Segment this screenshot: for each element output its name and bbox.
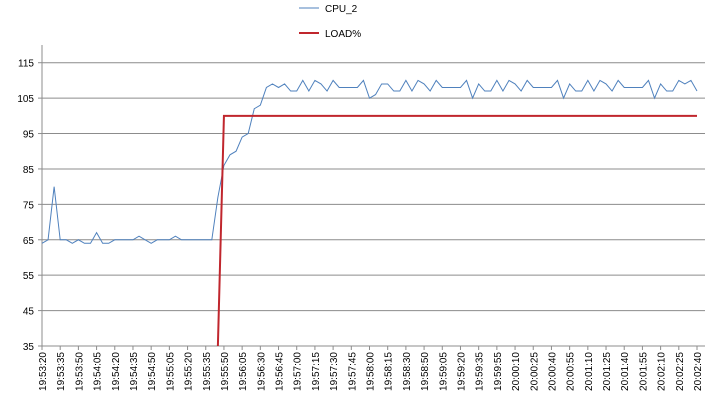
y-tick-label: 105 <box>17 94 34 105</box>
x-tick-label: 19:58:30 <box>402 352 413 391</box>
x-tick-label: 19:55:20 <box>184 352 195 391</box>
x-tick-label: 19:58:00 <box>366 352 377 391</box>
series-line <box>41 79 698 244</box>
x-tick-label: 19:55:05 <box>165 352 176 391</box>
x-tick-label: 20:02:40 <box>693 352 704 391</box>
x-tick-label: 20:00:25 <box>529 352 540 391</box>
x-tick-label: 19:53:20 <box>38 352 49 391</box>
x-tick-label: 19:59:20 <box>456 352 467 391</box>
x-tick-label: 19:55:35 <box>202 352 213 391</box>
y-tick-label: 35 <box>23 342 35 353</box>
x-tick-label: 19:56:30 <box>256 352 267 391</box>
y-tick-label: 115 <box>18 59 34 70</box>
x-tick-label: 20:01:55 <box>638 352 649 391</box>
x-tick-label: 19:54:35 <box>129 352 140 391</box>
x-tick-label: 19:57:00 <box>293 352 304 391</box>
x-tick-label: 19:57:45 <box>347 352 358 391</box>
x-tick-label: 20:02:10 <box>657 352 668 391</box>
x-tick-label: 19:59:55 <box>493 352 504 391</box>
legend-label: LOAD% <box>325 29 361 40</box>
y-tick-label: 65 <box>23 236 35 247</box>
x-tick-label: 19:56:05 <box>238 352 249 391</box>
x-tick-label: 19:58:15 <box>384 352 395 391</box>
legend-label: CPU_2 <box>325 4 358 15</box>
x-tick-label: 19:53:35 <box>56 352 67 391</box>
x-tick-label: 19:58:50 <box>420 352 431 391</box>
x-tick-label: 19:57:30 <box>329 352 340 391</box>
x-tick-label: 20:02:25 <box>675 352 686 391</box>
x-tick-label: 19:59:35 <box>475 352 486 391</box>
x-tick-label: 20:00:55 <box>566 352 577 391</box>
x-tick-label: 20:01:25 <box>602 352 613 391</box>
series-line <box>216 114 697 347</box>
x-tick-label: 19:57:15 <box>311 352 322 391</box>
x-tick-label: 19:54:50 <box>147 352 158 391</box>
x-tick-label: 19:53:50 <box>74 352 85 391</box>
y-tick-label: 95 <box>23 130 35 141</box>
x-tick-label: 19:56:45 <box>275 352 286 391</box>
x-tick-label: 20:00:40 <box>547 352 558 391</box>
x-tick-label: 19:59:05 <box>438 352 449 391</box>
x-tick-label: 19:55:50 <box>220 352 231 391</box>
y-tick-label: 55 <box>23 271 35 282</box>
x-tick-label: 19:54:05 <box>93 352 104 391</box>
x-tick-label: 20:01:40 <box>620 352 631 391</box>
y-tick-label: 45 <box>23 307 35 318</box>
x-tick-label: 20:00:10 <box>511 352 522 391</box>
y-tick-label: 85 <box>23 165 35 176</box>
x-tick-label: 19:54:20 <box>111 352 122 391</box>
y-tick-label: 75 <box>23 200 35 211</box>
x-tick-label: 20:01:10 <box>584 352 595 391</box>
